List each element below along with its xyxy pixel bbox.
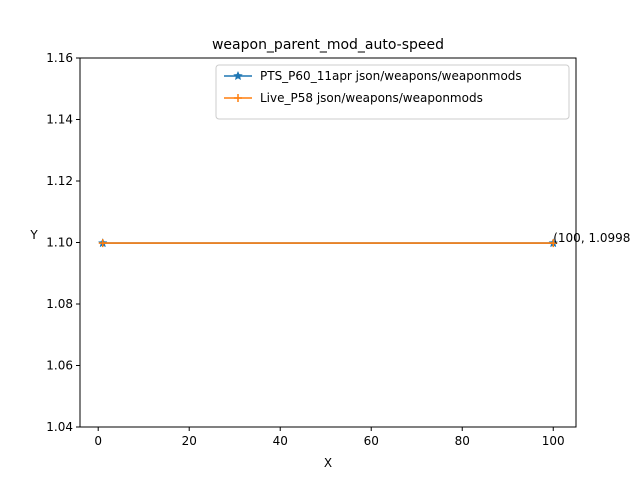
- point-annotation: (100, 1.0998: [553, 231, 630, 245]
- y-tick-label: 1.08: [46, 297, 73, 311]
- x-tick-label: 40: [273, 434, 288, 448]
- series-layer: [97, 237, 559, 248]
- x-tick-label: 60: [364, 434, 379, 448]
- y-tick-label: 1.06: [46, 359, 73, 373]
- y-tick-label: 1.04: [46, 420, 73, 434]
- y-axis: 1.04 1.06 1.08 1.10 1.12 1.14 1.16: [46, 51, 80, 434]
- series-2: [98, 239, 558, 248]
- y-tick-label: 1.16: [46, 51, 73, 65]
- x-axis: 0 20 40 60 80 100: [94, 427, 565, 448]
- chart-title: weapon_parent_mod_auto-speed: [212, 37, 444, 53]
- x-tick-label: 100: [542, 434, 565, 448]
- x-tick-label: 20: [182, 434, 197, 448]
- y-tick-label: 1.10: [46, 236, 73, 250]
- y-axis-label: Y: [29, 228, 38, 242]
- legend-box: [215, 64, 570, 120]
- legend-item: Live_P58 json/weapons/weaponmods: [224, 91, 483, 105]
- legend-item: PTS_P60_11apr json/weapons/weaponmods: [224, 69, 522, 83]
- y-tick-label: 1.14: [46, 113, 73, 127]
- x-tick-label: 0: [94, 434, 102, 448]
- x-axis-label: X: [324, 456, 332, 470]
- legend-label: PTS_P60_11apr json/weapons/weaponmods: [260, 69, 522, 83]
- x-tick-label: 80: [455, 434, 470, 448]
- legend: PTS_P60_11apr json/weapons/weaponmods Liv…: [215, 64, 570, 120]
- legend-marker: [233, 70, 243, 81]
- data-point: [549, 239, 558, 248]
- annotation-layer: (100, 1.0998: [553, 231, 630, 245]
- legend-marker: [234, 94, 242, 102]
- legend-label: Live_P58 json/weapons/weaponmods: [260, 91, 483, 105]
- y-tick-label: 1.12: [46, 174, 73, 188]
- data-point: [98, 239, 107, 248]
